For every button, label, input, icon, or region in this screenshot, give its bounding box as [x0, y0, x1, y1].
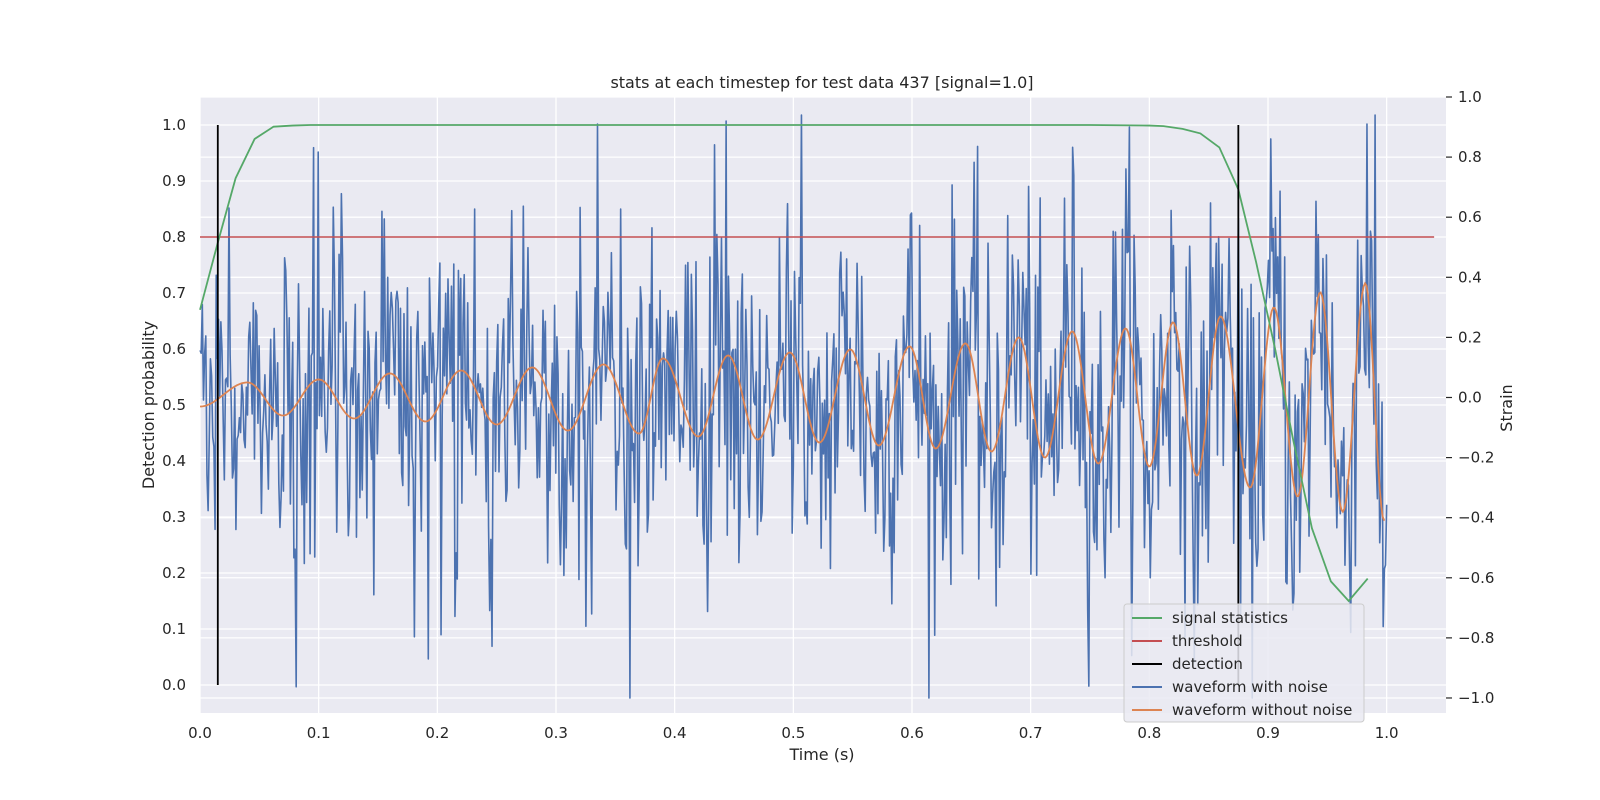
y-right-tick-label: 0.6	[1458, 208, 1482, 226]
series-signal-statistics	[199, 124, 1369, 603]
legend-label: waveform without noise	[1172, 701, 1352, 719]
legend-box	[1123, 603, 1365, 723]
x-axis-label: Time (s)	[788, 745, 854, 764]
y-axis-left-ticks: 0.0 0.1 0.2 0.3 0.4 0.5 0.6 0.7 0.8 0.9 1.0	[162, 116, 186, 694]
x-tick-label: 0.5	[781, 724, 805, 742]
y-left-tick-label: 0.3	[162, 508, 186, 526]
y-axis-right-label: Strain	[1497, 384, 1516, 431]
legend-label: signal statistics	[1172, 609, 1288, 627]
y-right-tick-label: 0.8	[1458, 148, 1482, 166]
y-left-tick-label: 0.0	[162, 676, 186, 694]
y-left-tick-label: 0.6	[162, 340, 186, 358]
y-left-tick-label: 0.9	[162, 172, 186, 190]
y-right-tick-label: −0.8	[1458, 629, 1494, 647]
series-layer	[199, 114, 1435, 699]
y-left-tick-label: 0.8	[162, 228, 186, 246]
y-left-tick-label: 0.1	[162, 620, 186, 638]
y-axis-left-label: Detection probability	[139, 321, 158, 489]
y-left-tick-label: 0.4	[162, 452, 186, 470]
series-waveform-with-noise	[199, 114, 1388, 699]
y-right-tick-label: −0.4	[1458, 509, 1494, 527]
y-left-tick-label: 0.7	[162, 284, 186, 302]
series-waveform-without-noise	[199, 281, 1386, 522]
x-tick-label: 0.0	[188, 724, 212, 742]
y-left-tick-label: 0.5	[162, 396, 186, 414]
x-tick-label: 0.2	[425, 724, 449, 742]
x-axis-ticks: 0.0 0.1 0.2 0.3 0.4 0.5 0.6 0.7 0.8 0.9 1.0	[188, 724, 1399, 742]
x-tick-label: 0.8	[1137, 724, 1161, 742]
x-tick-label: 0.9	[1256, 724, 1280, 742]
y-right-tick-label: −0.2	[1458, 449, 1494, 467]
legend-label: threshold	[1172, 632, 1243, 650]
x-tick-label: 0.1	[307, 724, 331, 742]
y-left-tick-label: 1.0	[162, 116, 186, 134]
x-tick-label: 0.3	[544, 724, 568, 742]
x-tick-label: 0.6	[900, 724, 924, 742]
y-right-tick-label: −1.0	[1458, 689, 1494, 707]
x-tick-label: 0.7	[1019, 724, 1043, 742]
x-tick-label: 0.4	[663, 724, 687, 742]
x-tick-label: 1.0	[1375, 724, 1399, 742]
y-left-tick-label: 0.2	[162, 564, 186, 582]
legend: signal statistics threshold detection wavef…	[1123, 603, 1365, 723]
y-right-tick-label: 0.2	[1458, 328, 1482, 346]
legend-label: waveform with noise	[1172, 678, 1328, 696]
y-right-tick-label: 0.0	[1458, 388, 1482, 406]
y-axis-right-ticks: −1.0 −0.8 −0.6 −0.4 −0.2 0.0 0.2 0.4 0.6 0.8 1.0	[1446, 88, 1494, 707]
chart-title: stats at each timestep for test data 437…	[610, 73, 1033, 92]
y-right-tick-label: 1.0	[1458, 88, 1482, 106]
y-right-tick-label: −0.6	[1458, 569, 1494, 587]
y-right-tick-label: 0.4	[1458, 268, 1482, 286]
legend-label: detection	[1172, 655, 1243, 673]
